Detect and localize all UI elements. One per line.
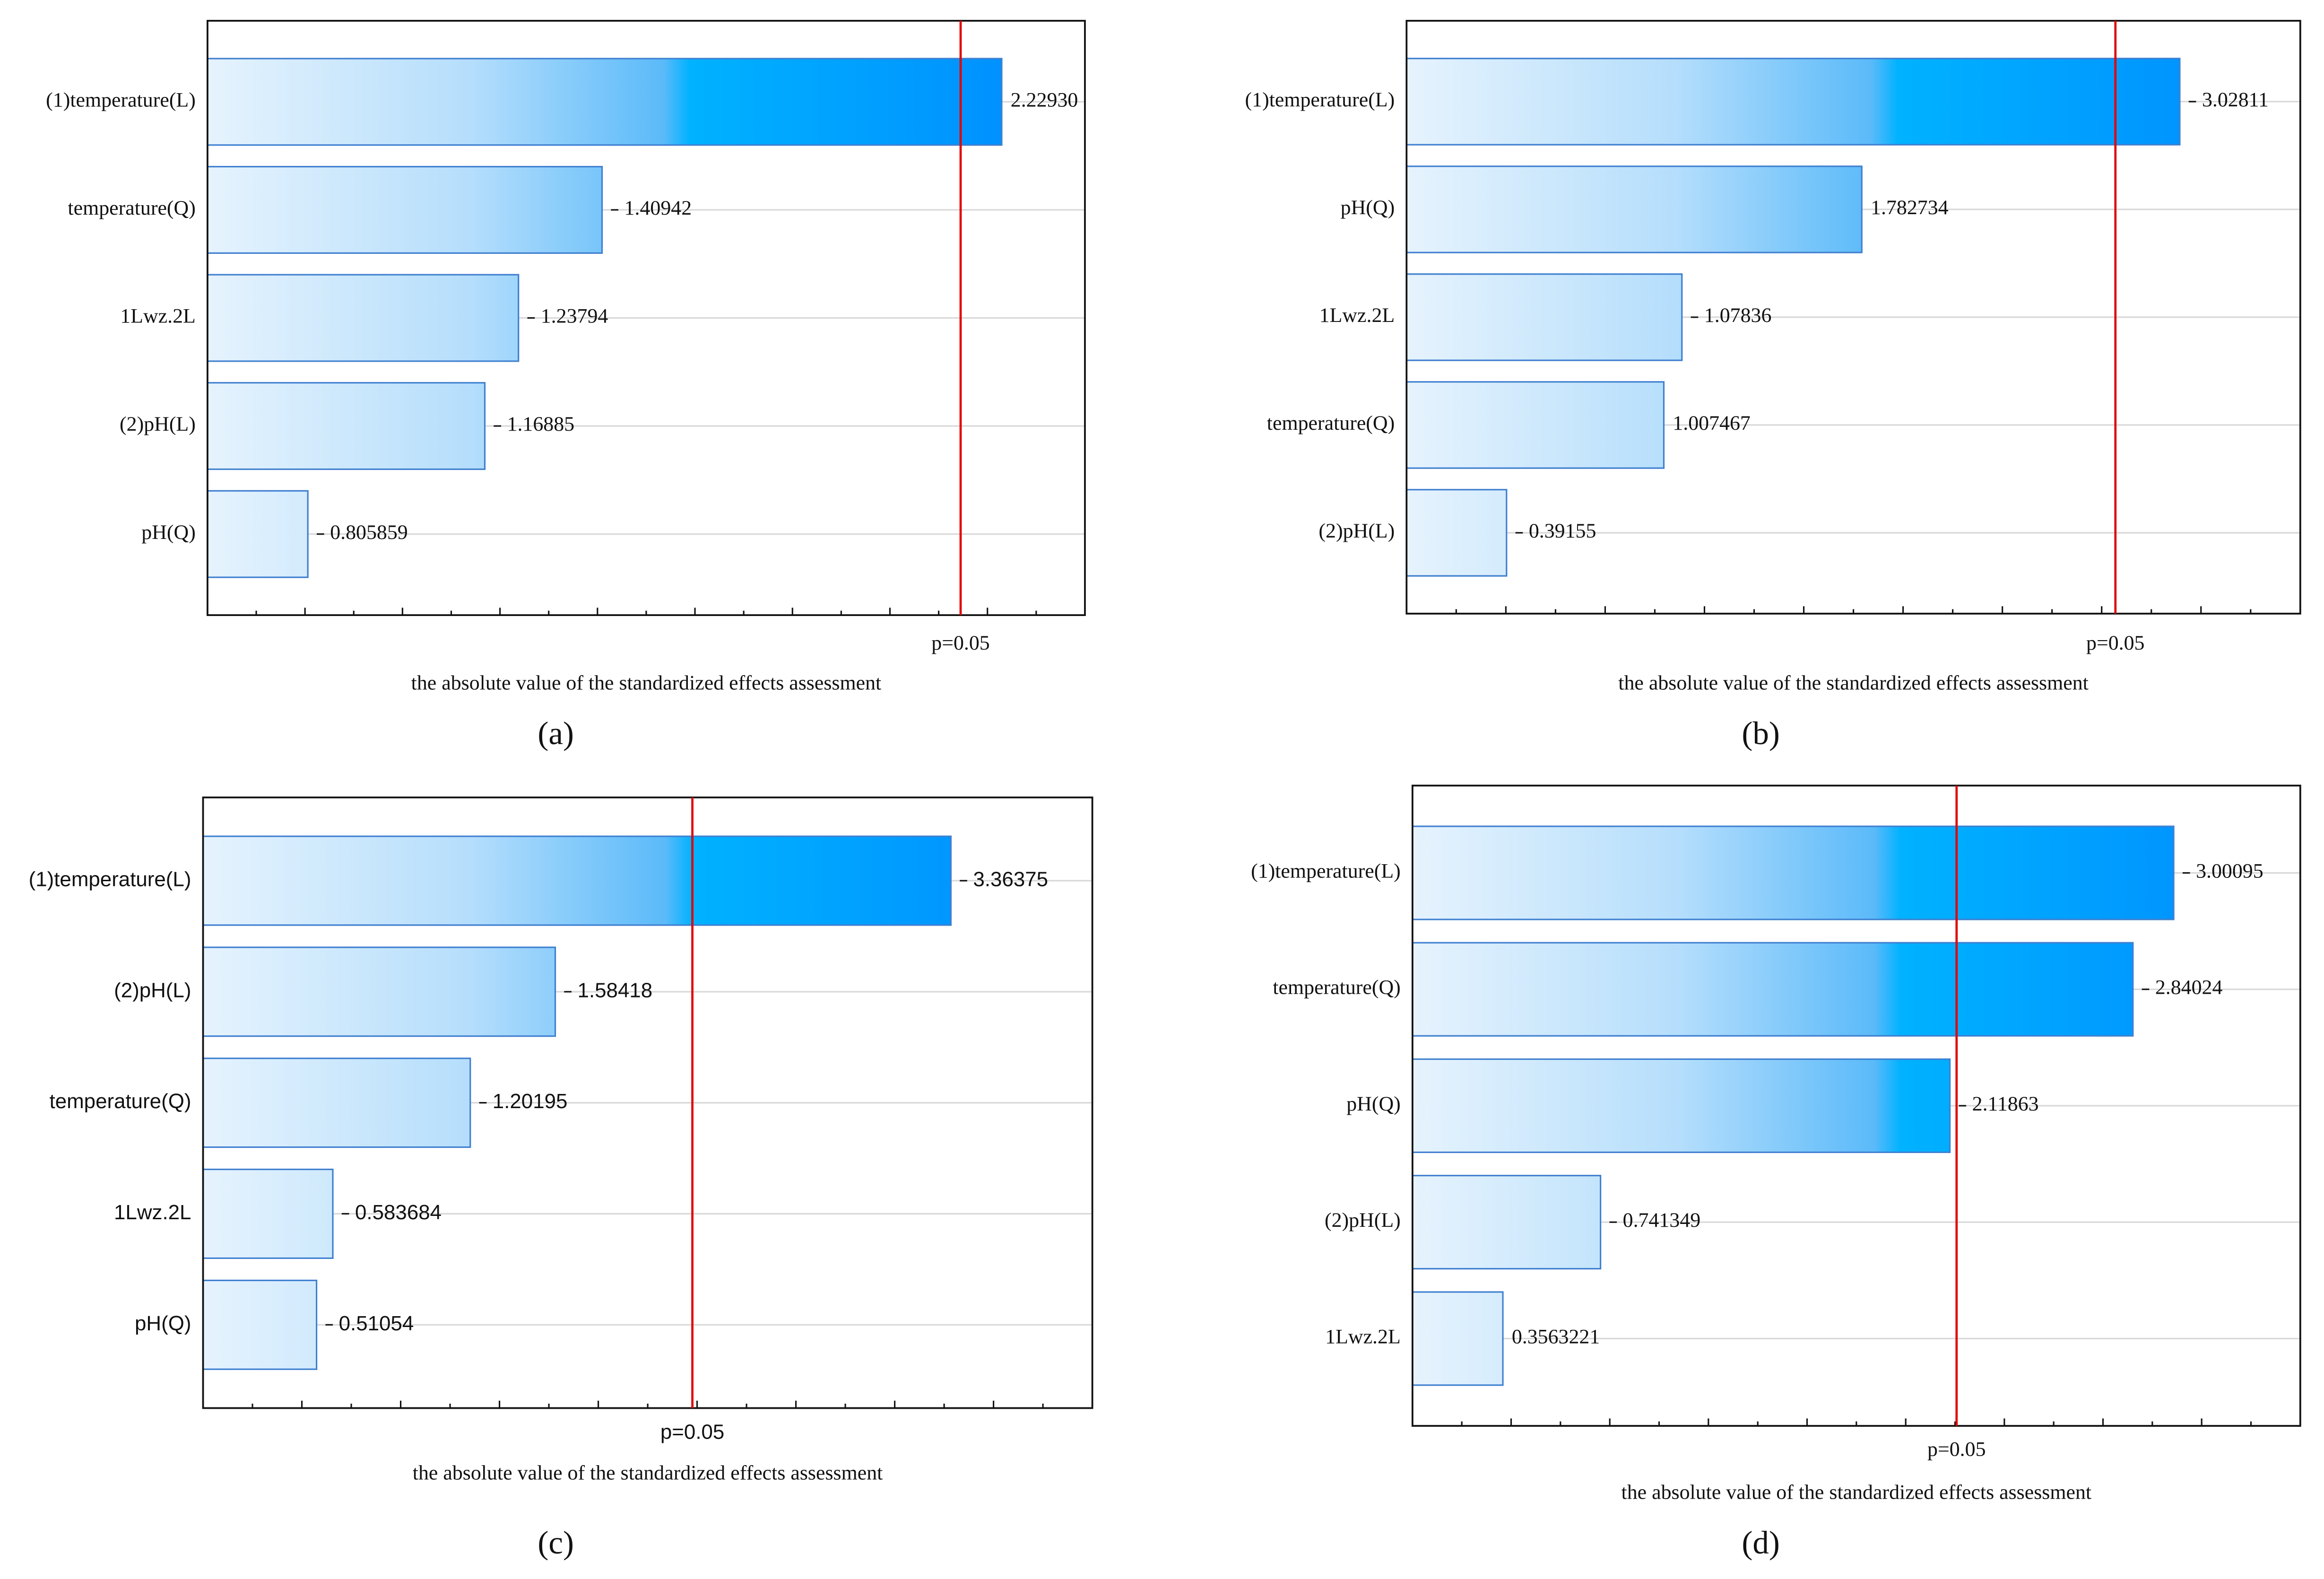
bar [202,1168,334,1259]
value-label: 0.741349 [1623,1209,1701,1232]
category-label: 1Lwz.2L [120,305,196,328]
value-label: 0.3563221 [1512,1325,1600,1348]
category-label: temperature(Q) [1273,976,1400,999]
bar [1412,1175,1602,1270]
category-label: pH(Q) [1346,1093,1401,1115]
category-label: (2)pH(L) [120,413,196,435]
bar [202,835,952,926]
value-label: 3.02811 [2202,88,2269,111]
value-label: 1.782734 [1871,196,1949,219]
category-label: temperature(Q) [1267,412,1395,434]
value-label: 1.20195 [493,1090,568,1113]
x-axis-title: the absolute value of the standardized e… [411,672,882,694]
bar [1405,381,1665,469]
category-label: (1)temperature(L) [46,88,196,111]
bar [207,165,603,254]
value-label: 3.00095 [2196,859,2263,882]
reference-label: p=0.05 [660,1420,724,1443]
value-label: 1.16885 [507,413,575,435]
bar [1412,1058,1951,1153]
category-label: (1)temperature(L) [1251,859,1401,882]
category-label: (1)temperature(L) [1245,88,1395,111]
plot-frame [207,20,1086,616]
bar [1405,165,1863,253]
panel-label: (a) [538,715,574,751]
category-label: temperature(Q) [68,197,195,219]
category-label: (2)pH(L) [1325,1209,1401,1232]
category-label: pH(Q) [135,1312,191,1335]
panel-label: (b) [1742,715,1779,751]
x-axis-title: the absolute value of the standardized e… [1618,672,2089,694]
reference-label: p=0.05 [931,632,989,654]
category-label: temperature(Q) [50,1090,191,1113]
category-label: (2)pH(L) [114,979,191,1002]
x-axis-title: the absolute value of the standardized e… [1622,1481,2092,1503]
value-label: 0.805859 [330,521,408,544]
category-label: pH(Q) [141,521,196,544]
value-label: 0.51054 [339,1312,414,1335]
category-label: (2)pH(L) [1318,520,1395,542]
bar [1405,489,1508,577]
bar [1405,58,2181,146]
bar [207,58,1003,146]
value-label: 1.007467 [1673,412,1751,434]
panel-label: (d) [1742,1525,1779,1561]
plot-frame [1405,20,2301,615]
bar [202,946,556,1037]
plot-frame [1411,784,2301,1427]
value-label: 2.22930 [1011,88,1078,111]
category-label: 1Lwz.2L [114,1201,191,1224]
value-label: 1.58418 [578,979,653,1002]
reference-label: p=0.05 [1927,1438,1986,1460]
value-label: 0.39155 [1529,520,1596,542]
panel-label: (c) [538,1525,574,1561]
bar [202,1279,318,1370]
bar [1412,825,2175,920]
bar [1405,273,1683,361]
value-label: 1.23794 [541,305,608,328]
value-label: 2.84024 [2155,976,2223,999]
bar [1412,942,2134,1037]
value-label: 1.40942 [624,197,692,219]
bar [202,1058,471,1148]
category-label: 1Lwz.2L [1325,1325,1401,1348]
value-label: 2.11863 [1972,1093,2039,1115]
x-axis-title: the absolute value of the standardized e… [413,1462,883,1484]
value-label: 0.583684 [355,1201,442,1224]
reference-label: p=0.05 [2086,632,2144,654]
category-label: pH(Q) [1341,196,1395,219]
value-label: 1.07836 [1704,304,1772,327]
bar [207,274,520,362]
bar [1412,1291,1504,1386]
category-label: (1)temperature(L) [29,868,191,891]
category-label: 1Lwz.2L [1319,304,1395,327]
value-label: 3.36375 [973,868,1048,891]
bar [207,490,309,578]
bar [207,382,486,470]
plot-frame [202,796,1093,1409]
